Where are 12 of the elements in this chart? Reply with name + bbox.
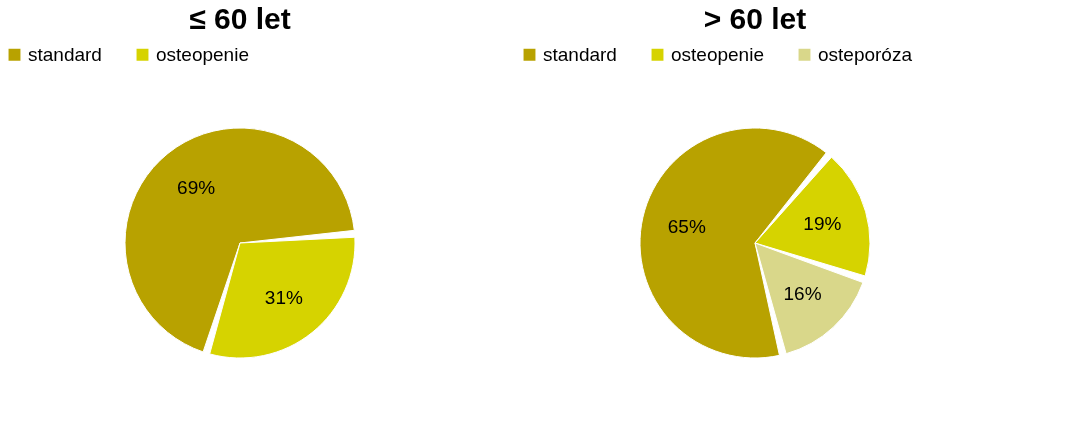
- legend-label: osteopenie: [671, 43, 764, 65]
- legend-label: standard: [28, 43, 102, 65]
- legend-label: standard: [543, 43, 617, 65]
- legend-label: osteporóza: [818, 43, 913, 65]
- chart-title: > 60 let: [703, 2, 807, 35]
- data-label: 65%: [667, 216, 706, 238]
- data-label: 16%: [783, 283, 822, 305]
- chart-title: ≤ 60 let: [189, 2, 291, 35]
- legend-label: osteopenie: [156, 43, 249, 65]
- data-label: 19%: [803, 212, 842, 234]
- data-label: 69%: [177, 177, 216, 199]
- data-label: 31%: [264, 286, 303, 308]
